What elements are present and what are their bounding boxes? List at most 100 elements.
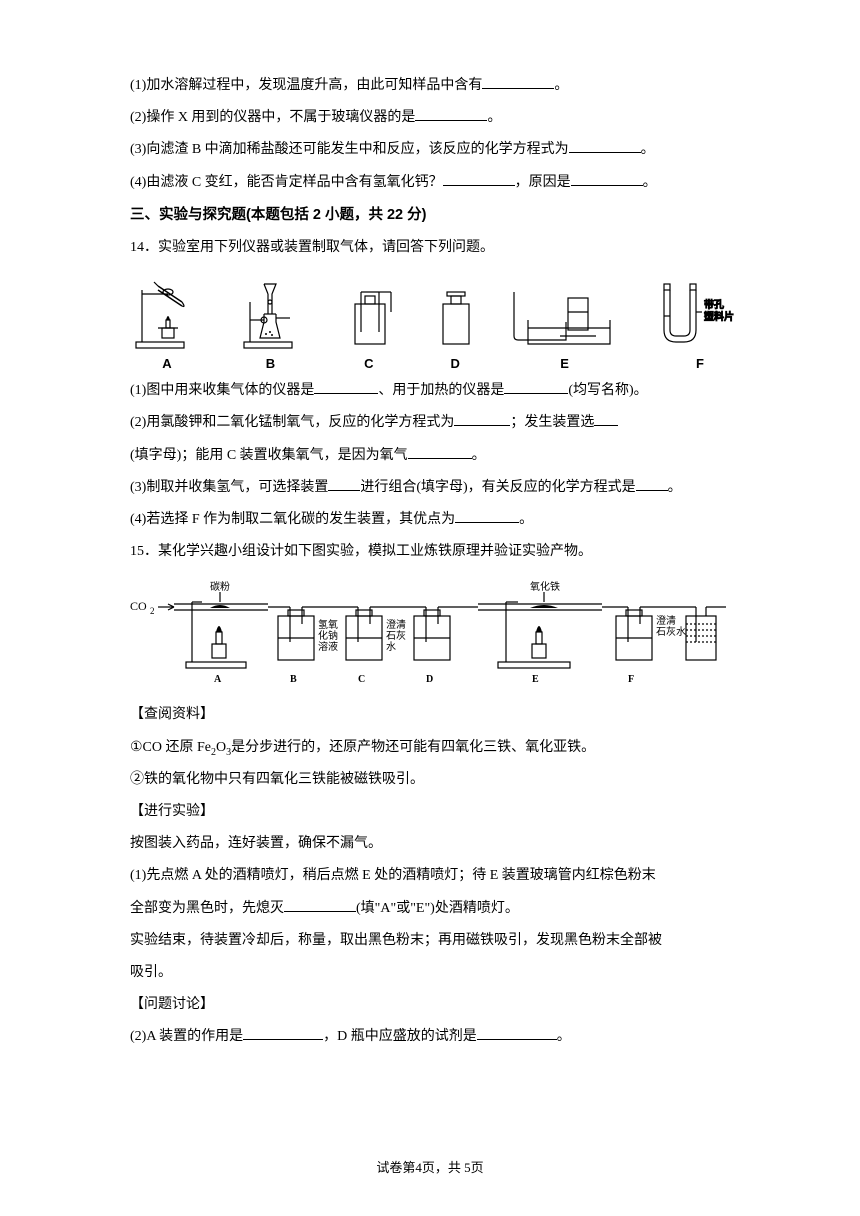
apparatus2-svg: CO 2 碳粉 A 氢氧 化钠 溶液 B — [130, 572, 750, 692]
question-2: (2)操作 X 用到的仪器中，不属于玻璃仪器的是 。 — [130, 102, 750, 134]
t: 是分步进行的，还原产物还可能有四氧化三铁、氧化亚铁。 — [231, 740, 595, 755]
blank — [455, 509, 519, 523]
blank — [415, 107, 487, 121]
svg-text:2: 2 — [150, 606, 155, 616]
blank — [477, 1026, 557, 1040]
blank — [482, 75, 554, 89]
q4b-text: ，原因是 — [515, 175, 571, 190]
t: 进行组合(填字母)，有关反应的化学方程式是 — [360, 480, 635, 495]
section-3-title: 三、实验与探究题(本题包括 2 小题，共 22 分) — [130, 199, 750, 232]
blank — [454, 412, 510, 426]
review-title: 【查阅资料】 — [130, 699, 750, 731]
question-3: (3)向滤渣 B 中滴加稀盐酸还可能发生中和反应，该反应的化学方程式为 。 — [130, 134, 750, 166]
label-A: A — [162, 356, 171, 371]
t: (1)图中用来收集气体的仪器是 — [130, 383, 314, 398]
apparatus-B-svg — [234, 272, 306, 352]
q4-end: 。 — [643, 175, 657, 190]
blank — [636, 477, 668, 491]
svg-text:澄清: 澄清 — [656, 614, 676, 627]
t: (4)若选择 F 作为制取二氧化碳的发生装置，其优点为 — [130, 512, 455, 527]
blank — [243, 1026, 323, 1040]
t: 。 — [472, 448, 486, 463]
q2-text: (2)操作 X 用到的仪器中，不属于玻璃仪器的是 — [130, 110, 415, 125]
apparatus-A-svg — [130, 272, 204, 352]
svg-text:F: F — [628, 674, 634, 685]
discuss-2: (2)A 装置的作用是 ，D 瓶中应盛放的试剂是 。 — [130, 1021, 750, 1053]
label-D: D — [450, 356, 459, 371]
t: (均写名称)。 — [568, 383, 647, 398]
t: 。 — [519, 512, 533, 527]
t: ，D 瓶中应盛放的试剂是 — [323, 1029, 477, 1044]
exp-2: 实验结束，待装置冷却后，称量，取出黑色粉末；再用磁铁吸引，发现黑色粉末全部被 — [130, 925, 750, 957]
svg-text:C: C — [358, 674, 365, 685]
svg-text:带孔: 带孔 — [704, 299, 724, 311]
label-C: C — [364, 356, 373, 371]
svg-text:石灰: 石灰 — [386, 629, 406, 642]
label-F: F — [696, 356, 704, 371]
t: O — [216, 740, 226, 755]
apparatus-F-svg: 带孔 塑料片 — [650, 272, 750, 352]
t: ①CO 还原 Fe — [130, 740, 211, 755]
blank — [314, 380, 378, 394]
svg-text:A: A — [214, 674, 222, 685]
apparatus-E: E — [510, 272, 620, 371]
svg-text:碳粉: 碳粉 — [210, 580, 230, 593]
svg-text:CO: CO — [130, 599, 147, 613]
question-1: (1)加水溶解过程中，发现温度升高，由此可知样品中含有 。 — [130, 70, 750, 102]
exp-0: 按图装入药品，连好装置，确保不漏气。 — [130, 828, 750, 860]
blank — [443, 172, 515, 186]
svg-text:D: D — [426, 674, 433, 685]
question-14: 14．实验室用下列仪器或装置制取气体，请回答下列问题。 — [130, 232, 750, 264]
blank — [284, 898, 356, 912]
svg-text:溶液: 溶液 — [318, 640, 338, 653]
t: (填字母)；能用 C 装置收集氧气，是因为氧气 — [130, 448, 408, 463]
apparatus-C-svg — [337, 272, 401, 352]
q14-5: (4)若选择 F 作为制取二氧化碳的发生装置，其优点为 。 — [130, 504, 750, 536]
t: 。 — [557, 1029, 571, 1044]
t: 。 — [668, 480, 682, 495]
svg-text:氢氧: 氢氧 — [318, 618, 338, 631]
q1-text: (1)加水溶解过程中，发现温度升高，由此可知样品中含有 — [130, 78, 482, 93]
svg-text:塑料片: 塑料片 — [704, 310, 734, 323]
t: (2)A 装置的作用是 — [130, 1029, 243, 1044]
blank — [571, 172, 643, 186]
t: 全部变为黑色时，先熄灭 — [130, 901, 284, 916]
t: ；发生装置选 — [510, 415, 594, 430]
blank — [328, 477, 360, 491]
svg-text:化钠: 化钠 — [318, 629, 338, 642]
q14-4: (3)制取并收集氢气，可选择装置 进行组合(填字母)，有关反应的化学方程式是 。 — [130, 472, 750, 504]
apparatus-F: 带孔 塑料片 F — [650, 272, 750, 371]
svg-text:氧化铁: 氧化铁 — [530, 580, 560, 593]
t: 、用于加热的仪器是 — [378, 383, 504, 398]
apparatus-E-svg — [510, 272, 620, 352]
apparatus-B: B — [234, 272, 306, 371]
blank — [569, 139, 641, 153]
question-15: 15．某化学兴趣小组设计如下图实验，模拟工业炼铁原理并验证实验产物。 — [130, 536, 750, 568]
review-2: ②铁的氧化物中只有四氧化三铁能被磁铁吸引。 — [130, 764, 750, 796]
exp-1a: (1)先点燃 A 处的酒精喷灯，稍后点燃 E 处的酒精喷灯；待 E 装置玻璃管内… — [130, 860, 750, 892]
q14-2: (2)用氯酸钾和二氧化锰制氧气，反应的化学方程式为；发生装置选 — [130, 407, 750, 439]
label-E: E — [560, 356, 569, 371]
t: (3)制取并收集氢气，可选择装置 — [130, 480, 328, 495]
svg-text:E: E — [532, 674, 539, 685]
q4a-text: (4)由滤液 C 变红，能否肯定样品中含有氢氧化钙？ — [130, 175, 443, 190]
apparatus-C: C — [337, 272, 401, 371]
apparatus-figure-1: A B C — [130, 272, 750, 371]
apparatus-D: D — [431, 272, 479, 371]
q1-end: 。 — [554, 78, 568, 93]
q3-end: 。 — [641, 142, 655, 157]
blank — [504, 380, 568, 394]
review-1: ①CO 还原 Fe2O3是分步进行的，还原产物还可能有四氧化三铁、氧化亚铁。 — [130, 732, 750, 764]
svg-text:石灰水: 石灰水 — [656, 625, 686, 638]
blank — [408, 445, 472, 459]
svg-text:水: 水 — [386, 641, 396, 653]
apparatus-D-svg — [431, 272, 479, 352]
exp-title: 【进行实验】 — [130, 796, 750, 828]
exp-3: 吸引。 — [130, 957, 750, 989]
q3-text: (3)向滤渣 B 中滴加稀盐酸还可能发生中和反应，该反应的化学方程式为 — [130, 142, 569, 157]
apparatus-figure-2: CO 2 碳粉 A 氢氧 化钠 溶液 B — [130, 572, 750, 697]
q2-end: 。 — [487, 110, 501, 125]
svg-text:澄清: 澄清 — [386, 618, 406, 631]
q14-1: (1)图中用来收集气体的仪器是 、用于加热的仪器是 (均写名称)。 — [130, 375, 750, 407]
question-4: (4)由滤液 C 变红，能否肯定样品中含有氢氧化钙？ ，原因是 。 — [130, 167, 750, 199]
